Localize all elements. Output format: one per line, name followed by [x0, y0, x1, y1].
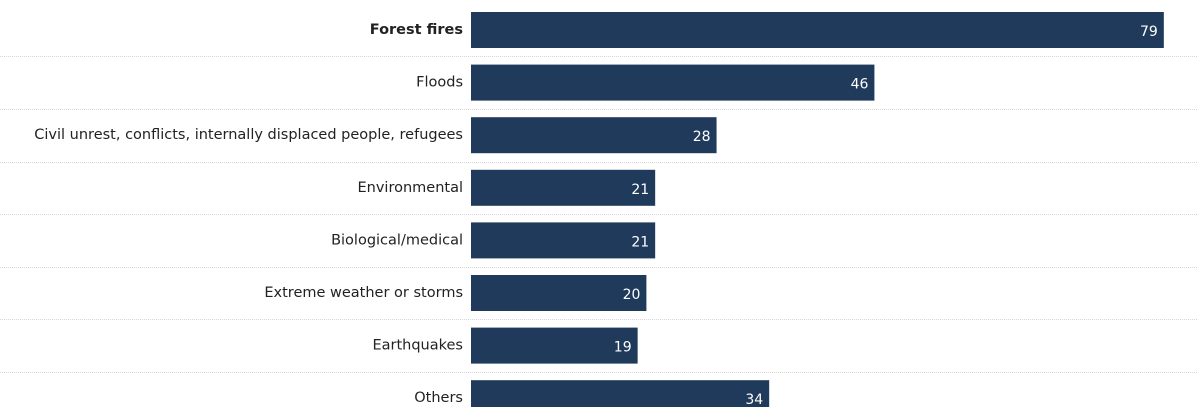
value-label-earthquakes: 19: [614, 340, 632, 356]
bar-environmental[interactable]: [471, 170, 655, 206]
category-label-floods: Floods: [416, 75, 463, 91]
value-label-environmental: 21: [631, 182, 649, 198]
bar-forest-fires[interactable]: [471, 12, 1164, 48]
row-separators: [0, 57, 1197, 373]
category-label-others: Others: [414, 390, 463, 406]
bar-biological-medical[interactable]: [471, 222, 655, 258]
bars-group: [471, 12, 1164, 407]
value-label-civil-unrest-conflicts-internally-displaced-people-refugees: 28: [693, 129, 711, 145]
category-label-biological-medical: Biological/medical: [331, 232, 463, 248]
bar-floods[interactable]: [471, 65, 874, 101]
value-label-extreme-weather-or-storms: 20: [623, 287, 641, 303]
category-label-environmental: Environmental: [357, 180, 463, 196]
value-label-others: 34: [745, 392, 763, 407]
category-label-civil-unrest-conflicts-internally-displaced-people-refugees: Civil unrest, conflicts, internally disp…: [34, 127, 463, 143]
value-label-biological-medical: 21: [631, 234, 649, 250]
category-label-extreme-weather-or-storms: Extreme weather or storms: [264, 285, 463, 301]
value-label-forest-fires: 79: [1140, 24, 1158, 40]
category-label-earthquakes: Earthquakes: [372, 338, 463, 354]
category-label-forest-fires: Forest fires: [370, 22, 463, 38]
bar-extreme-weather-or-storms[interactable]: [471, 275, 646, 311]
bar-earthquakes[interactable]: [471, 328, 638, 364]
value-label-floods: 46: [851, 77, 869, 93]
bar-civil-unrest-conflicts-internally-displaced-people-refugees[interactable]: [471, 117, 717, 153]
bar-others[interactable]: [471, 380, 769, 407]
